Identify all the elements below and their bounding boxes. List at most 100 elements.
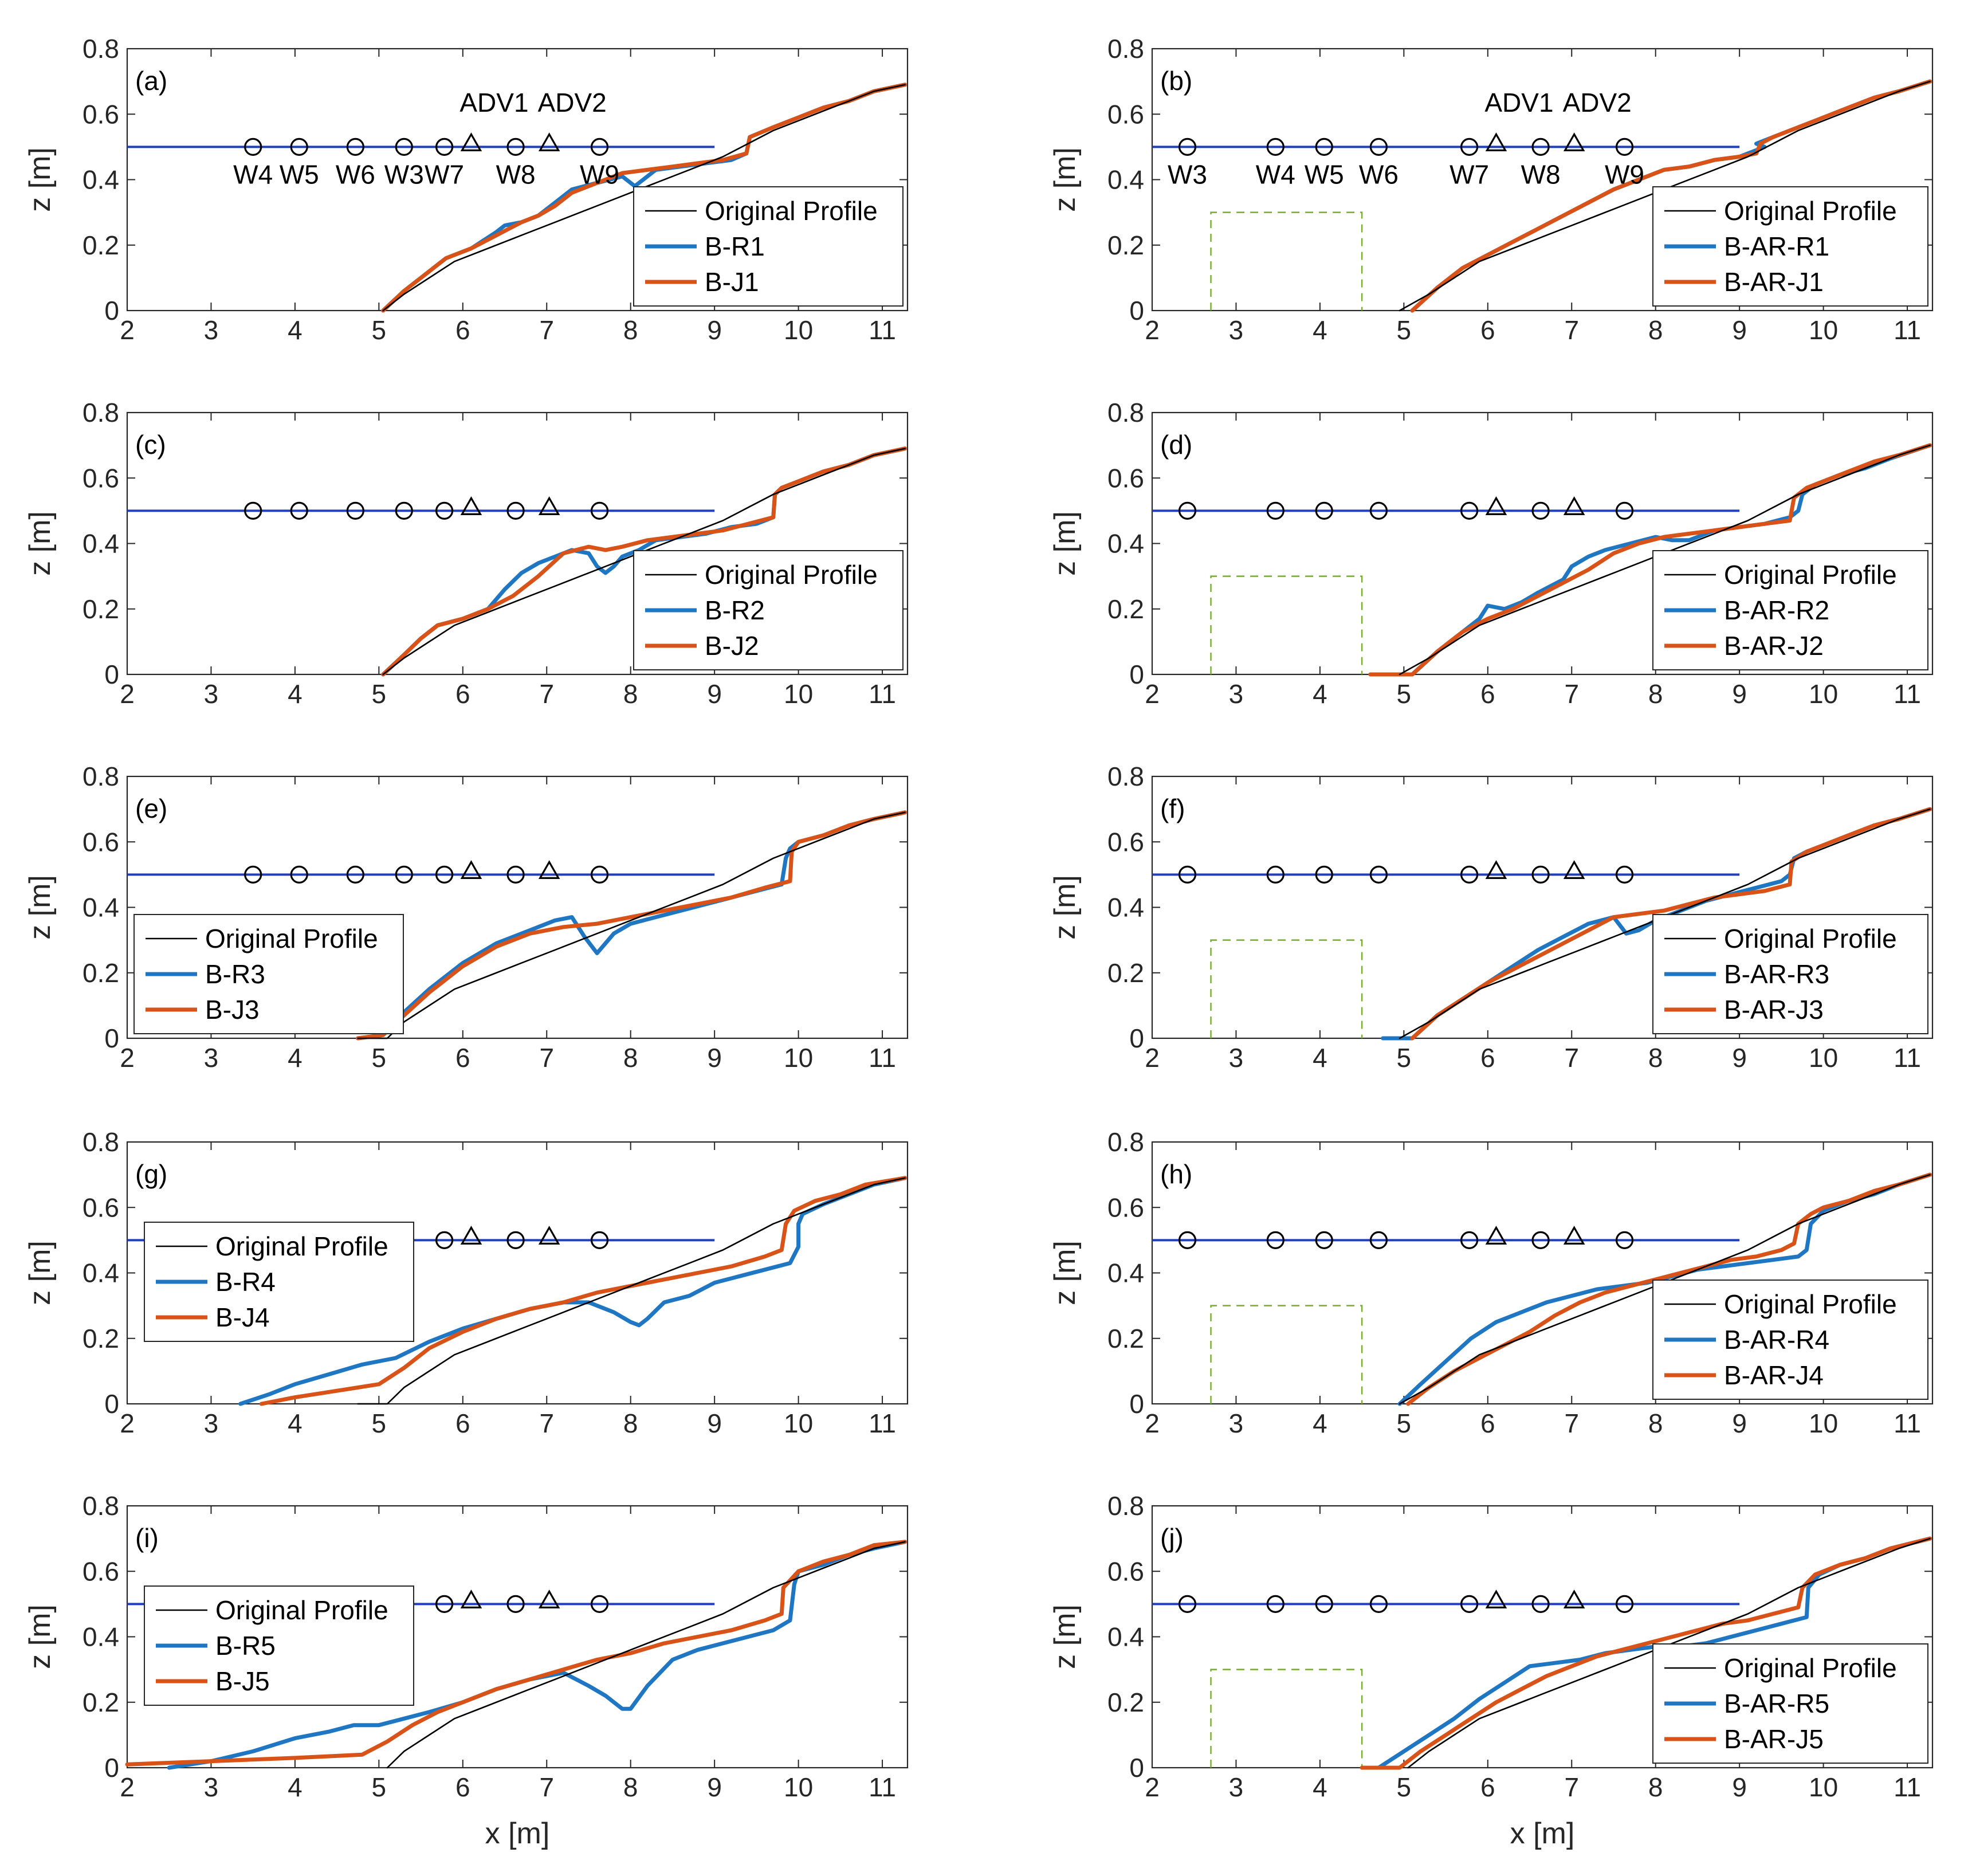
wave-gauge-label: W7 xyxy=(425,159,464,189)
x-tick-label: 5 xyxy=(372,1408,387,1438)
x-tick-label: 2 xyxy=(120,1043,135,1073)
x-tick-label: 6 xyxy=(455,1408,470,1438)
y-axis-label: z [m] xyxy=(1048,1604,1082,1669)
panel-a: 2 3 4 5 6 7 8 9 10 11 0 0.2 0.4 0.6 0.8 z [m] (a) W4 W5 W6 W… xyxy=(23,34,909,345)
x-tick-label: 9 xyxy=(1732,315,1747,345)
y-tick-label: 0.2 xyxy=(83,958,119,988)
legend-entry: Original Profile xyxy=(1724,924,1897,953)
y-tick-label: 0.2 xyxy=(83,230,119,260)
artificial-reef xyxy=(1210,575,1363,674)
x-tick-label: 8 xyxy=(1648,1043,1663,1073)
panel-label: (d) xyxy=(1160,430,1192,460)
wave-gauge-marker xyxy=(1266,865,1284,884)
y-axis-label: z [m] xyxy=(1048,1241,1082,1305)
wave-gauge-marker xyxy=(395,138,413,156)
panel-g: 2 3 4 5 6 7 8 9 10 11 0 0.2 0.4 0.6 0.8 z [m] (g) Origina… xyxy=(23,1127,909,1438)
y-tick-label: 0.2 xyxy=(83,594,119,624)
legend-entry: B-J3 xyxy=(205,995,260,1025)
x-tick-label: 5 xyxy=(372,315,387,345)
series-line-b-ar-j5 xyxy=(1360,1536,1932,1770)
legend: Original Profile B-AR-R1 B-AR-J1 xyxy=(1652,186,1928,307)
y-tick-label: 0 xyxy=(1129,660,1144,689)
x-tick-label: 8 xyxy=(1648,1408,1663,1438)
y-tick-label: 0.8 xyxy=(1107,34,1144,64)
wave-gauge-marker xyxy=(1369,1231,1388,1249)
panel-label: (h) xyxy=(1160,1159,1192,1189)
wave-gauge-marker xyxy=(506,138,525,156)
wave-gauge-marker xyxy=(435,138,454,156)
artificial-reef xyxy=(1210,211,1363,311)
y-tick-label: 0.4 xyxy=(1107,1258,1144,1288)
x-tick-label: 7 xyxy=(1564,315,1579,345)
panel-label: (a) xyxy=(135,66,167,96)
y-axis-label: z [m] xyxy=(23,147,57,212)
y-tick-label: 0.8 xyxy=(1107,398,1144,427)
x-tick-label: 9 xyxy=(1732,1772,1747,1802)
wave-gauge-marker xyxy=(1369,138,1388,156)
panel-f: 2 3 4 5 6 7 8 9 10 11 0 0.2 0.4 0.6 0.8 z [m] (f) Origina… xyxy=(1048,762,1934,1073)
y-tick-label: 0 xyxy=(1129,296,1144,325)
panel-c: 2 3 4 5 6 7 8 9 10 11 0 0.2 0.4 0.6 0.8 z [m] (c) Origina… xyxy=(23,398,909,709)
x-tick-label: 8 xyxy=(623,1772,638,1802)
wave-gauge-marker xyxy=(1266,501,1284,520)
panel-label: (g) xyxy=(135,1159,167,1189)
adv-marker xyxy=(460,496,482,515)
wave-gauge-label: W9 xyxy=(1605,159,1644,189)
y-tick-label: 0.8 xyxy=(83,1127,119,1157)
x-tick-label: 6 xyxy=(1480,1772,1495,1802)
wave-gauge-marker xyxy=(1315,865,1333,884)
legend-entry: B-J5 xyxy=(215,1666,270,1696)
legend-entry: B-R1 xyxy=(705,231,765,261)
y-tick-label: 0.2 xyxy=(1107,594,1144,624)
wave-gauge-marker xyxy=(1460,1231,1479,1249)
y-tick-label: 0.4 xyxy=(83,1258,119,1288)
wave-gauge-marker xyxy=(1315,138,1333,156)
x-tick-label: 11 xyxy=(869,1772,896,1802)
x-tick-label: 10 xyxy=(1809,1408,1838,1438)
x-tick-label: 9 xyxy=(707,1043,722,1073)
y-tick-label: 0.4 xyxy=(83,165,119,195)
x-tick-label: 10 xyxy=(784,1408,813,1438)
adv-label: ADV2 xyxy=(538,88,607,117)
x-tick-label: 6 xyxy=(455,315,470,345)
legend-entry: Original Profile xyxy=(705,196,878,226)
y-axis-label: z [m] xyxy=(23,511,57,576)
adv-marker xyxy=(1563,1590,1585,1608)
legend: Original Profile B-AR-R5 B-AR-J5 xyxy=(1652,1643,1928,1764)
y-axis-label: z [m] xyxy=(1048,875,1082,940)
y-tick-label: 0.8 xyxy=(1107,762,1144,791)
series-line-original-profile xyxy=(1399,808,1931,1039)
panel-j: 2 3 4 5 6 7 8 9 10 11 0 0.2 0.4 0.6 0.8 z [m] x [m] (j) Or… xyxy=(1048,1491,1934,1850)
artificial-reef xyxy=(1210,1305,1363,1404)
wave-gauge-label: W5 xyxy=(1305,159,1344,189)
y-tick-label: 0.2 xyxy=(1107,1687,1144,1717)
series-line-original-profile xyxy=(1399,1174,1931,1405)
x-tick-label: 8 xyxy=(1648,315,1663,345)
y-tick-label: 0.2 xyxy=(83,1324,119,1353)
y-tick-label: 0.6 xyxy=(83,99,119,129)
wave-gauge-marker xyxy=(1178,1231,1197,1249)
wave-gauge-label: W7 xyxy=(1450,159,1489,189)
wave-gauge-marker xyxy=(1315,1231,1333,1249)
wave-gauge-label: W4 xyxy=(233,159,273,189)
wave-gauge-marker xyxy=(1178,865,1197,884)
legend: Original Profile B-R3 B-J3 xyxy=(133,914,404,1034)
x-tick-label: 10 xyxy=(784,315,813,345)
y-tick-label: 0.6 xyxy=(1107,1192,1144,1222)
x-tick-label: 2 xyxy=(120,679,135,709)
x-tick-label: 10 xyxy=(1809,1772,1838,1802)
adv-label: ADV1 xyxy=(1484,88,1553,117)
x-tick-label: 2 xyxy=(120,1772,135,1802)
legend-entry: Original Profile xyxy=(1724,196,1897,226)
wave-gauge-marker xyxy=(1531,1595,1550,1613)
legend-entry: B-R4 xyxy=(215,1267,276,1297)
x-tick-label: 7 xyxy=(1564,1772,1579,1802)
wave-gauge-marker xyxy=(1615,501,1634,520)
y-tick-label: 0 xyxy=(1129,1389,1144,1419)
wave-gauge-marker xyxy=(244,138,262,156)
wave-gauge-marker xyxy=(506,1231,525,1249)
legend-entry: B-R5 xyxy=(215,1631,276,1661)
legend: Original Profile B-AR-R4 B-AR-J4 xyxy=(1652,1280,1928,1400)
panel-h: 2 3 4 5 6 7 8 9 10 11 0 0.2 0.4 0.6 0.8 z [m] (h) Origina… xyxy=(1048,1127,1934,1438)
